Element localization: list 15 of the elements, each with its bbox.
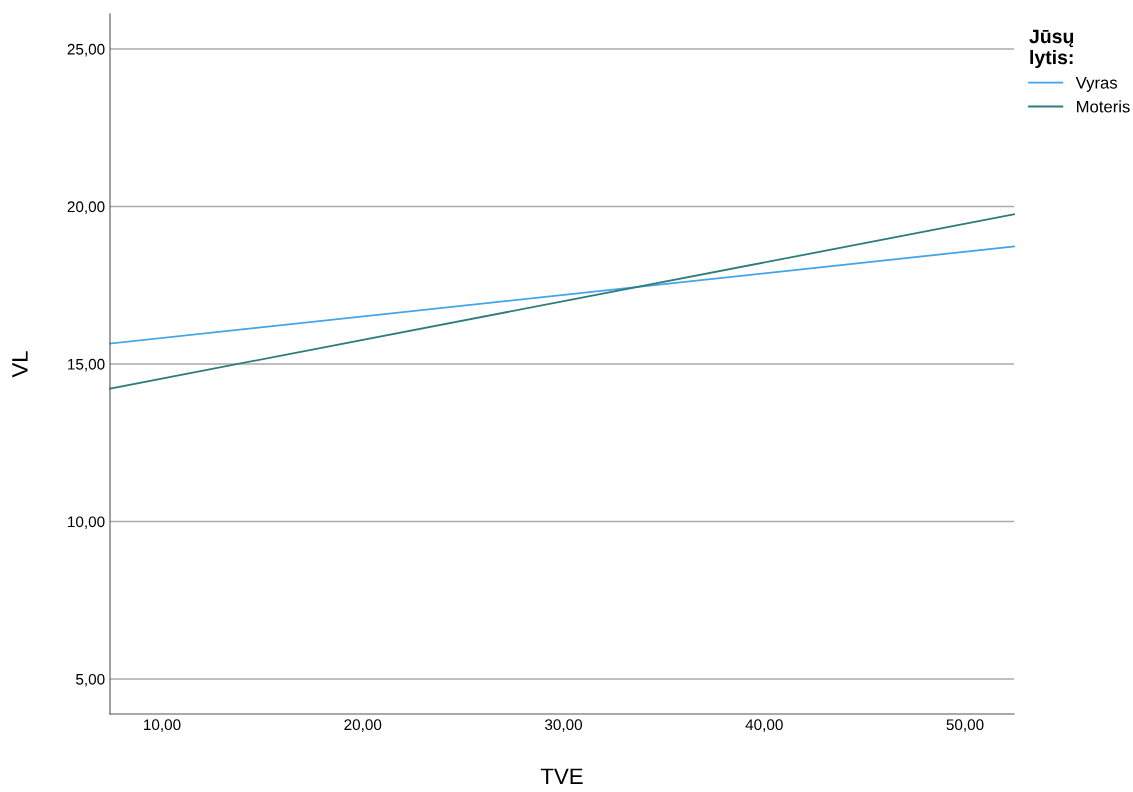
y-tick-label: 25,00	[67, 43, 105, 57]
legend-label: Vyras	[1075, 77, 1118, 92]
x-axis-title: TVE	[540, 768, 583, 784]
y-tick-label: 15,00	[68, 358, 105, 372]
y-tick-label: 10,00	[68, 516, 105, 530]
legend-title: Jūsų lytis:	[1029, 29, 1074, 69]
y-tick-label: 5,00	[76, 673, 105, 687]
y-axis-title: VL	[12, 351, 28, 378]
x-tick-label: 30,00	[544, 719, 583, 732]
legend-label: Moteris	[1077, 100, 1130, 113]
x-tick-label: 20,00	[344, 719, 382, 732]
x-tick-label: 50,00	[946, 719, 984, 732]
x-tick-label: 40,00	[745, 719, 783, 732]
y-tick-label: 20,00	[67, 201, 105, 214]
x-tick-label: 10,00	[144, 719, 181, 732]
